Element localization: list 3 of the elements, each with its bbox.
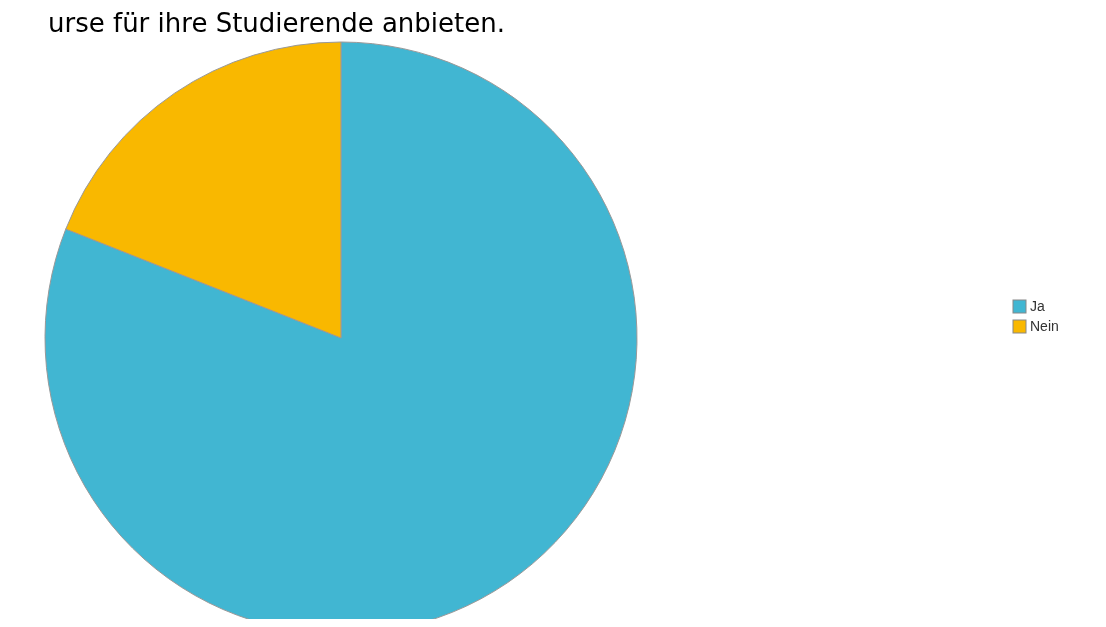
chart-title: urse für ihre Studierende anbieten. [48,8,505,38]
legend-label: Ja [1030,298,1045,314]
legend-label: Nein [1030,318,1059,334]
